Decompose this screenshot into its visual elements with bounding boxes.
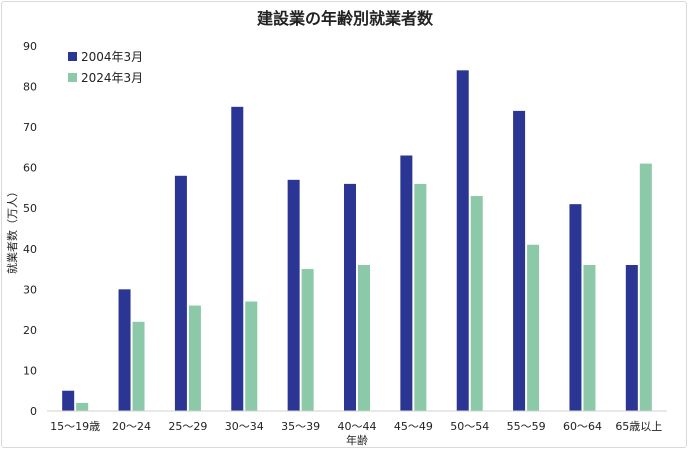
y-tick-label: 20 [23,324,37,337]
chart-title: 建設業の年齢別就業者数 [257,9,434,28]
bars [62,70,652,411]
bar-2004 [569,204,582,411]
x-tick-label: 30～34 [225,420,264,433]
bar-2004 [625,265,638,411]
x-tick-label: 15～19歳 [50,420,100,433]
x-tick-label: 55～59 [507,420,546,433]
y-tick-label: 40 [23,243,37,256]
y-axis: 0 10 20 30 40 50 60 70 80 90 [23,40,37,418]
y-tick-label: 60 [23,162,37,175]
y-tick-label: 10 [23,364,37,377]
bar-2004 [62,390,75,411]
bar-2024 [414,183,427,411]
bar-2004 [344,183,356,411]
y-tick-label: 30 [23,283,37,296]
bar-2004 [174,175,187,411]
bar-2004 [231,106,244,411]
y-tick-label: 0 [30,405,37,418]
legend-swatch-2024 [68,73,77,82]
x-tick-label: 40～44 [338,420,377,433]
bar-2024 [76,402,89,411]
y-tick-label: 90 [23,40,37,53]
y-tick-label: 70 [23,121,37,134]
x-axis-title: 年齢 [346,433,368,447]
bar-2024 [188,305,201,411]
bar-2024 [245,301,258,411]
bar-2004 [118,289,131,411]
legend-label-2024: 2024年3月 [81,71,143,85]
y-axis-title: 就業者数（万人） [5,186,19,274]
x-axis: 15～19歳 20～24 25～29 30～34 35～39 40～44 45～49 50～5… [50,420,662,433]
bar-2024 [527,244,540,411]
x-tick-label: 25～29 [168,420,207,433]
bar-2024 [583,265,596,411]
bar-2024 [470,196,483,411]
legend-label-2004: 2004年3月 [81,50,143,64]
x-tick-label: 45～49 [394,420,433,433]
bar-2004 [287,179,300,411]
y-tick-label: 80 [23,81,37,94]
x-tick-label: 65歳以上 [615,420,662,433]
y-tick-label: 50 [23,202,37,215]
bar-2004 [513,110,526,411]
bar-2024 [358,265,370,411]
x-tick-label: 20～24 [112,420,151,433]
x-tick-label: 60～64 [563,420,602,433]
bar-2024 [132,321,145,411]
bar-2004 [456,70,469,411]
x-tick-label: 35～39 [281,420,320,433]
bar-2024 [639,163,652,411]
bar-2024 [301,269,314,411]
legend: 2004年3月 2024年3月 [68,50,143,85]
bar-2004 [400,155,413,411]
x-tick-label: 50～54 [450,420,489,433]
legend-swatch-2004 [68,52,77,61]
